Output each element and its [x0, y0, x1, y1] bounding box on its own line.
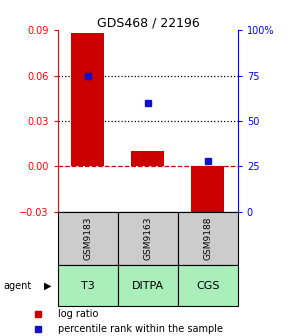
Title: GDS468 / 22196: GDS468 / 22196 [97, 16, 199, 29]
Text: GSM9183: GSM9183 [84, 217, 93, 260]
Bar [178, 212, 238, 265]
Text: GSM9188: GSM9188 [203, 217, 212, 260]
Bar [118, 212, 178, 265]
Text: ▶: ▶ [44, 281, 51, 291]
Text: percentile rank within the sample: percentile rank within the sample [58, 324, 223, 334]
Text: T3: T3 [81, 281, 95, 291]
Text: agent: agent [3, 281, 31, 291]
Bar [58, 265, 118, 306]
Bar [191, 166, 224, 219]
Bar [58, 212, 118, 265]
Text: CGS: CGS [196, 281, 220, 291]
Bar [71, 33, 104, 166]
Text: log ratio: log ratio [58, 309, 98, 319]
Text: GSM9163: GSM9163 [143, 217, 153, 260]
Bar [131, 151, 164, 166]
Text: DITPA: DITPA [132, 281, 164, 291]
Bar [178, 265, 238, 306]
Bar [118, 265, 178, 306]
